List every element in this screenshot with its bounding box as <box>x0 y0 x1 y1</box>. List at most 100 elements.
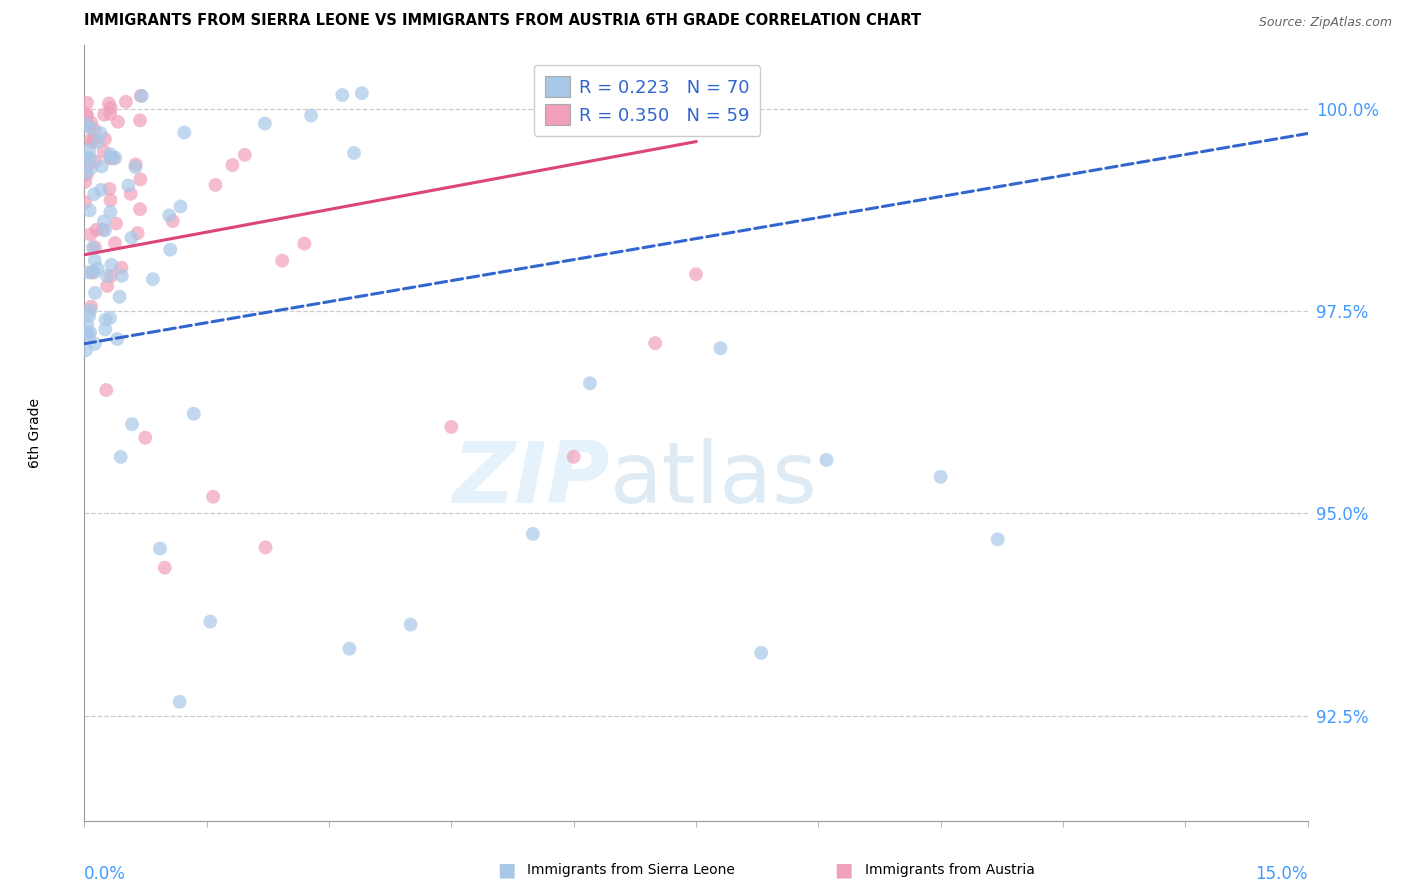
Point <box>97 96 120 111</box>
Point <box>75 195 97 210</box>
Point <box>87 135 110 149</box>
Point <box>522 527 544 541</box>
Point <box>98 151 121 165</box>
Point <box>117 178 139 193</box>
Point <box>107 115 129 129</box>
Point <box>254 541 277 555</box>
Point <box>579 376 602 391</box>
Point <box>105 217 128 231</box>
Point <box>80 161 103 175</box>
Point <box>100 193 122 207</box>
Point <box>100 205 122 219</box>
Text: IMMIGRANTS FROM SIERRA LEONE VS IMMIGRANTS FROM AUSTRIA 6TH GRADE CORRELATION CH: IMMIGRANTS FROM SIERRA LEONE VS IMMIGRAN… <box>84 13 921 29</box>
Point <box>77 328 100 343</box>
Text: 6th Grade: 6th Grade <box>28 398 42 467</box>
Point <box>93 108 115 122</box>
Point <box>134 431 156 445</box>
Point <box>131 89 153 103</box>
Text: 15.0%: 15.0% <box>1256 865 1308 883</box>
Point <box>399 617 422 632</box>
Point <box>204 178 226 192</box>
Point <box>77 143 100 157</box>
Point <box>76 167 98 181</box>
Point <box>75 326 97 340</box>
Point <box>929 470 952 484</box>
Point <box>104 151 127 165</box>
Point <box>125 157 148 171</box>
Point <box>76 109 98 123</box>
Point <box>233 148 256 162</box>
Point <box>94 322 117 336</box>
Point <box>77 157 100 171</box>
Point <box>79 303 101 318</box>
Point <box>84 154 107 169</box>
Point <box>76 318 98 332</box>
Point <box>80 133 103 147</box>
Point <box>77 265 100 279</box>
Point <box>127 226 149 240</box>
Point <box>83 187 105 202</box>
Point <box>77 309 100 323</box>
Point <box>104 235 127 250</box>
Text: Immigrants from Sierra Leone: Immigrants from Sierra Leone <box>527 863 735 877</box>
Point <box>709 341 731 355</box>
Point <box>121 230 143 244</box>
Point <box>83 123 105 137</box>
Text: atlas: atlas <box>610 438 818 521</box>
Point <box>89 126 111 140</box>
Point <box>100 101 122 115</box>
Point <box>98 182 121 196</box>
Point <box>86 261 108 276</box>
Point <box>84 285 107 300</box>
Text: 0.0%: 0.0% <box>84 865 127 883</box>
Point <box>79 227 101 242</box>
Point <box>79 203 101 218</box>
Point <box>75 343 97 358</box>
Point <box>115 95 138 109</box>
Point <box>200 615 222 629</box>
Point <box>94 132 117 146</box>
Point <box>153 560 176 574</box>
Point <box>111 268 134 283</box>
Point <box>129 113 152 128</box>
Point <box>129 172 152 186</box>
Point <box>75 166 97 180</box>
Point <box>76 95 98 110</box>
Point <box>173 126 195 140</box>
Point <box>93 214 115 228</box>
Point <box>202 490 225 504</box>
Point <box>110 260 132 275</box>
Point <box>100 150 122 164</box>
Point <box>83 132 105 146</box>
Point <box>120 186 142 201</box>
Text: ZIP: ZIP <box>453 438 610 521</box>
Point <box>82 241 104 255</box>
Point <box>76 107 98 121</box>
Point <box>121 417 143 432</box>
Point <box>169 695 191 709</box>
Point <box>440 420 463 434</box>
Point <box>80 300 103 314</box>
Point <box>299 109 322 123</box>
Point <box>80 116 103 130</box>
Point <box>90 160 112 174</box>
Point <box>79 326 101 340</box>
Point <box>644 336 666 351</box>
Point <box>98 311 121 326</box>
Point <box>79 151 101 165</box>
Point <box>100 147 122 161</box>
Point <box>83 337 105 351</box>
Point <box>159 243 181 257</box>
Point <box>110 450 132 464</box>
Point <box>149 541 172 556</box>
Point <box>169 199 191 213</box>
Point <box>77 119 100 133</box>
Point <box>142 272 165 286</box>
Text: ■: ■ <box>834 860 853 880</box>
Point <box>271 253 294 268</box>
Point <box>162 214 184 228</box>
Point <box>987 533 1010 547</box>
Point <box>221 158 243 172</box>
Point <box>93 145 115 159</box>
Point <box>98 107 121 121</box>
